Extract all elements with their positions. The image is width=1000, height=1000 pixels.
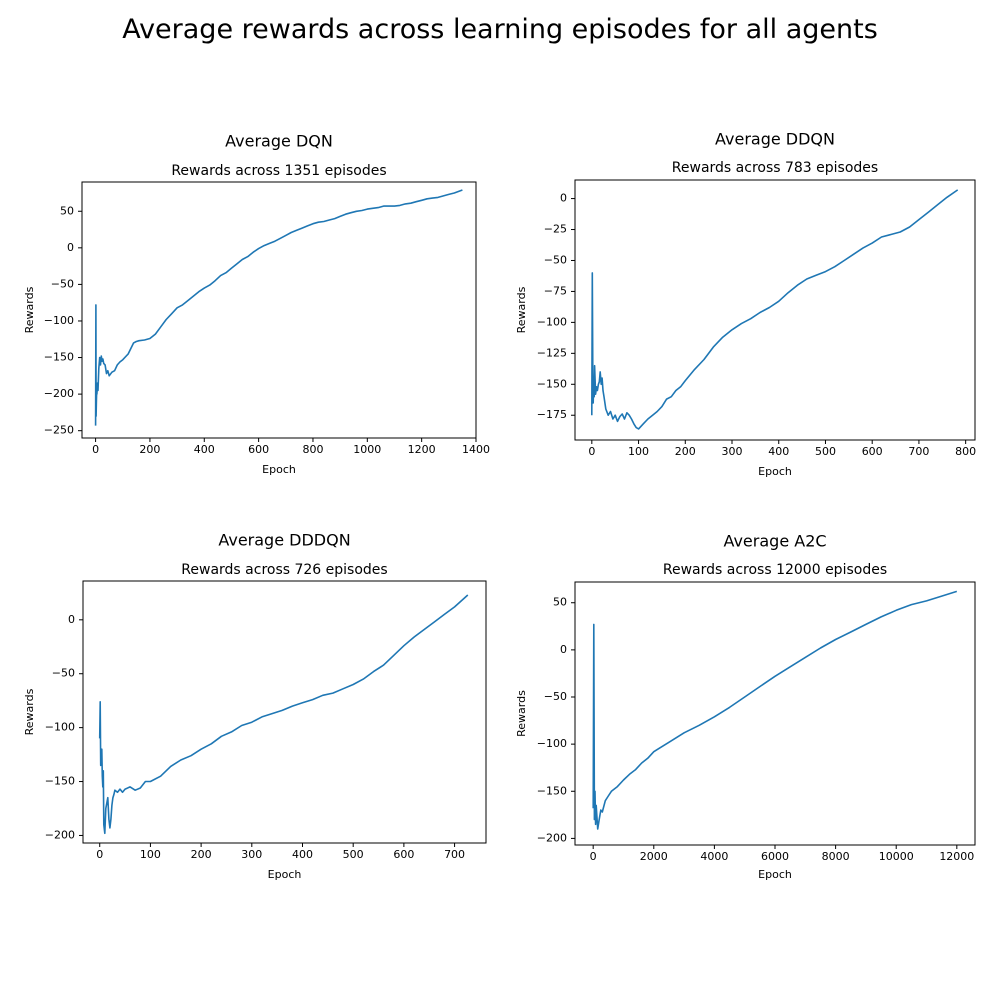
dddqn-x-tick-label: 600 bbox=[393, 848, 414, 861]
ddqn-x-tick-label: 800 bbox=[955, 445, 976, 458]
ddqn-x-tick-label: 500 bbox=[815, 445, 836, 458]
dddqn-x-tick-label: 100 bbox=[140, 848, 161, 861]
ddqn-y-tick-label: −125 bbox=[537, 346, 567, 359]
a2c-reward-line bbox=[592, 590, 958, 830]
dqn-y-tick-label: −200 bbox=[44, 387, 74, 400]
a2c-x-tick-label: 4000 bbox=[700, 850, 728, 863]
ddqn-y-tick-label: −50 bbox=[544, 253, 567, 266]
dddqn-plot-frame bbox=[82, 580, 487, 844]
ddqn-x-tick-label: 100 bbox=[628, 445, 649, 458]
dddqn-y-tick-label: 0 bbox=[68, 613, 75, 626]
dqn-x-tick-label: 1400 bbox=[462, 443, 490, 456]
a2c-x-axis-label: Epoch bbox=[758, 868, 792, 881]
ddqn-y-tick-label: 0 bbox=[560, 192, 567, 205]
dddqn-title: Rewards across 726 episodes bbox=[181, 562, 387, 578]
ddqn-title: Rewards across 783 episodes bbox=[672, 160, 878, 176]
a2c-x-tick-label: 0 bbox=[590, 850, 597, 863]
a2c-y-tick-label: 50 bbox=[553, 596, 567, 609]
a2c-plot-frame bbox=[574, 581, 976, 846]
a2c-x-tick-label: 2000 bbox=[640, 850, 668, 863]
dqn-y-tick-label: −150 bbox=[44, 351, 74, 364]
a2c-y-tick-label: −150 bbox=[537, 784, 567, 797]
ddqn-x-tick-label: 600 bbox=[862, 445, 883, 458]
ddqn-y-axis-label: Rewards bbox=[515, 286, 528, 333]
dddqn-y-tick-label: −200 bbox=[45, 828, 75, 841]
dqn-suptitle: Average DQN bbox=[225, 132, 333, 151]
dqn-reward-line bbox=[94, 189, 463, 426]
ddqn-x-tick-label: 400 bbox=[768, 445, 789, 458]
dqn-plot-frame bbox=[81, 181, 477, 439]
ddqn-y-tick-label: −175 bbox=[537, 408, 567, 421]
a2c-title: Rewards across 12000 episodes bbox=[663, 562, 887, 578]
dddqn-x-tick-label: 500 bbox=[343, 848, 364, 861]
a2c-x-tick-label: 8000 bbox=[822, 850, 850, 863]
a2c-y-tick-label: −100 bbox=[537, 737, 567, 750]
a2c-y-tick-label: −200 bbox=[537, 831, 567, 844]
dddqn-x-axis-label: Epoch bbox=[268, 868, 302, 881]
dddqn-x-tick-label: 300 bbox=[241, 848, 262, 861]
dddqn-x-tick-label: 0 bbox=[96, 848, 103, 861]
ddqn-x-tick-label: 0 bbox=[588, 445, 595, 458]
ddqn-y-tick-label: −75 bbox=[544, 284, 567, 297]
ddqn-x-tick-label: 700 bbox=[908, 445, 929, 458]
ddqn-x-tick-label: 200 bbox=[675, 445, 696, 458]
dddqn-y-tick-label: −150 bbox=[45, 775, 75, 788]
ddqn-y-tick-label: −100 bbox=[537, 315, 567, 328]
dddqn-x-tick-label: 700 bbox=[444, 848, 465, 861]
dqn-title: Rewards across 1351 episodes bbox=[171, 163, 386, 179]
dqn-y-tick-label: −50 bbox=[51, 277, 74, 290]
dqn-x-tick-label: 600 bbox=[248, 443, 269, 456]
ddqn-plot-frame bbox=[574, 179, 976, 441]
dqn-y-axis-label: Rewards bbox=[23, 286, 36, 333]
a2c-y-tick-label: 0 bbox=[560, 643, 567, 656]
dddqn-y-tick-label: −100 bbox=[45, 721, 75, 734]
dqn-y-tick-label: 50 bbox=[60, 204, 74, 217]
dqn-x-tick-label: 1000 bbox=[353, 443, 381, 456]
dqn-y-tick-label: −100 bbox=[44, 314, 74, 327]
ddqn-y-tick-label: −150 bbox=[537, 377, 567, 390]
dqn-x-tick-label: 0 bbox=[92, 443, 99, 456]
dqn-x-tick-label: 800 bbox=[302, 443, 323, 456]
dqn-x-tick-label: 200 bbox=[139, 443, 160, 456]
ddqn-suptitle: Average DDQN bbox=[715, 130, 835, 149]
a2c-y-tick-label: −50 bbox=[544, 690, 567, 703]
ddqn-x-axis-label: Epoch bbox=[758, 465, 792, 478]
dddqn-x-tick-label: 200 bbox=[191, 848, 212, 861]
ddqn-x-tick-label: 300 bbox=[722, 445, 743, 458]
dqn-x-axis-label: Epoch bbox=[262, 463, 296, 476]
dqn-y-tick-label: −250 bbox=[44, 424, 74, 437]
dddqn-y-axis-label: Rewards bbox=[23, 688, 36, 735]
dddqn-suptitle: Average DDDQN bbox=[218, 531, 350, 550]
dddqn-y-tick-label: −50 bbox=[52, 667, 75, 680]
dqn-x-tick-label: 1200 bbox=[408, 443, 436, 456]
dqn-y-tick-label: 0 bbox=[67, 241, 74, 254]
a2c-suptitle: Average A2C bbox=[723, 532, 826, 551]
ddqn-y-tick-label: −25 bbox=[544, 223, 567, 236]
a2c-x-tick-label: 10000 bbox=[879, 850, 914, 863]
dqn-x-tick-label: 400 bbox=[194, 443, 215, 456]
ddqn-reward-line bbox=[590, 189, 959, 430]
a2c-y-axis-label: Rewards bbox=[515, 690, 528, 737]
dddqn-x-tick-label: 400 bbox=[292, 848, 313, 861]
a2c-x-tick-label: 6000 bbox=[761, 850, 789, 863]
dddqn-reward-line bbox=[98, 594, 469, 835]
figure-title: Average rewards across learning episodes… bbox=[122, 14, 878, 45]
a2c-x-tick-label: 12000 bbox=[939, 850, 974, 863]
